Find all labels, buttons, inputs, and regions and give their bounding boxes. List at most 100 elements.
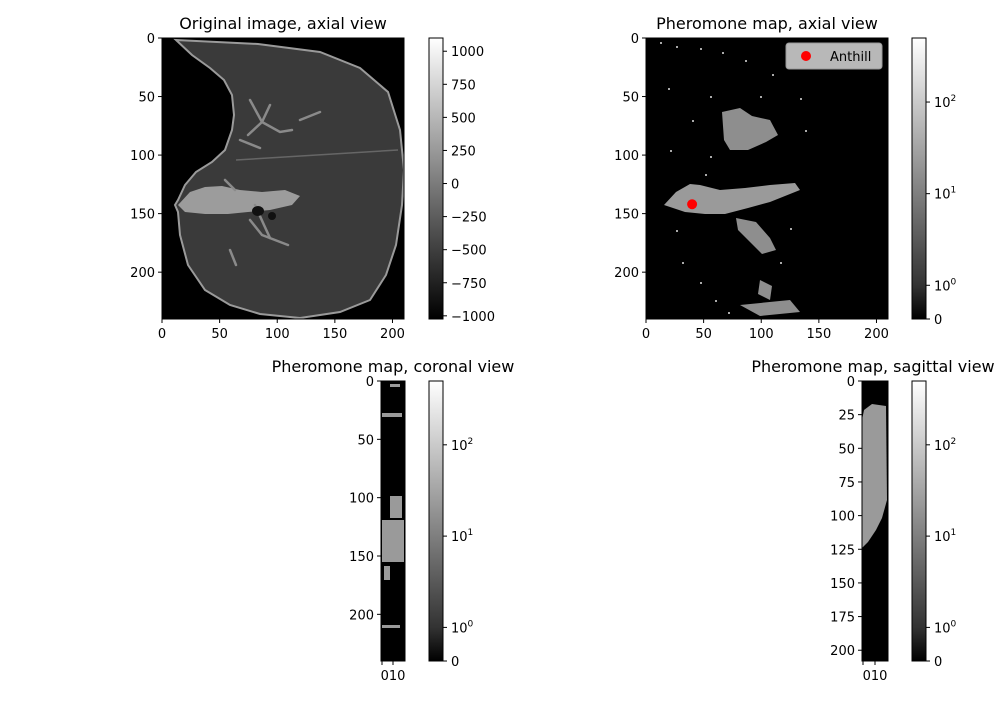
x-tick-label: 010 <box>381 669 406 684</box>
panel-title: Pheromone map, sagittal view <box>751 357 994 376</box>
colorbar-tick-label: −750 <box>451 277 487 292</box>
pheromone-clusters <box>722 108 800 316</box>
pheromone-cluster <box>390 496 402 518</box>
pheromone-cluster <box>390 384 400 387</box>
pheromone-image <box>382 384 404 628</box>
pheromone-image <box>660 42 807 316</box>
colorbar: 1000 750 500 250 0 −250 −500 −750 −1000 <box>428 37 495 325</box>
axes: 0 50 100 150 200 0 50 100 150 200 <box>614 32 889 342</box>
x-tick-label: 150 <box>806 327 831 342</box>
colorbar-tick-label: 0 <box>934 655 942 670</box>
y-tick-label: 50 <box>138 91 155 106</box>
colorbar-tick-label: 0 <box>451 655 459 670</box>
colorbar-ticks: 1000 750 500 250 0 −250 −500 −750 −1000 <box>443 45 495 325</box>
mediastinum-region <box>178 186 300 214</box>
y-tick-label: 0 <box>631 32 639 47</box>
plot-frame <box>161 37 405 320</box>
anthill-point <box>687 199 698 210</box>
colorbar-tick-label: 1000 <box>451 45 484 60</box>
colorbar-tick-label: 101 <box>934 186 956 203</box>
panel-title: Original image, axial view <box>179 14 387 33</box>
lung-slice <box>173 38 404 319</box>
pheromone-image <box>862 404 887 548</box>
panel-title: Pheromone map, coronal view <box>272 357 515 376</box>
y-tick-label: 200 <box>130 266 155 281</box>
colorbar-gradient <box>911 37 927 320</box>
colorbar-tick-label: 250 <box>451 144 476 159</box>
colorbar-gradient <box>911 380 927 662</box>
panel-pheromone-sagittal: Pheromone map, sagittal view 02550751001… <box>751 357 994 684</box>
colorbar-tick-label: 100 <box>934 619 957 636</box>
y-tick-label: 100 <box>349 492 374 507</box>
y-tick-label: 200 <box>614 266 639 281</box>
x-tick-label: 0 <box>158 327 166 342</box>
colorbar-gradient <box>428 380 444 662</box>
colorbar-ticks: 102 101 100 0 <box>926 94 957 328</box>
y-tick-label: 0 <box>147 32 155 47</box>
pheromone-cluster <box>382 520 404 562</box>
colorbar-tick-label: −500 <box>451 244 487 259</box>
colorbar-gradient <box>428 37 444 320</box>
panel-original-axial: Original image, axial view 0 <box>130 14 495 342</box>
y-tick-label: 50 <box>357 433 374 448</box>
ct-image <box>173 38 404 319</box>
anthill-marker <box>687 199 698 210</box>
x-tick-label: 200 <box>380 327 405 342</box>
colorbar-tick-label: 102 <box>934 94 956 111</box>
colorbar: 102 101 100 0 <box>911 380 957 670</box>
fissure <box>235 149 399 161</box>
colorbar-tick-label: 102 <box>934 437 956 454</box>
y-tick-label: 75 <box>838 476 855 491</box>
colorbar: 102 101 100 0 <box>911 37 957 328</box>
colorbar-tick-label: 101 <box>451 528 473 545</box>
x-tick-label: 50 <box>695 327 712 342</box>
legend: Anthill <box>785 42 883 70</box>
x-tick-label: 100 <box>749 327 774 342</box>
colorbar-tick-label: 500 <box>451 111 476 126</box>
panel-title: Pheromone map, axial view <box>656 14 878 33</box>
y-tick-label: 100 <box>614 149 639 164</box>
airways <box>252 206 276 220</box>
colorbar-tick-label: 100 <box>934 277 957 294</box>
colorbar-tick-label: 0 <box>451 178 459 193</box>
y-tick-label: 100 <box>130 149 155 164</box>
y-tick-label: 150 <box>349 550 374 565</box>
y-tick-label: 150 <box>130 208 155 223</box>
pheromone-cluster <box>382 413 402 417</box>
colorbar-tick-label: 101 <box>934 528 956 545</box>
axes: 0 50 100 150 200 0 50 100 150 200 <box>130 32 405 342</box>
legend-label: Anthill <box>830 50 871 65</box>
y-tick-label: 50 <box>622 91 639 106</box>
legend-marker <box>801 51 811 61</box>
panel-pheromone-axial: Pheromone map, axial view <box>614 14 956 342</box>
y-tick-label: 200 <box>349 608 374 623</box>
y-tick-label: 125 <box>830 543 855 558</box>
legend-box <box>785 42 883 70</box>
pheromone-cluster <box>382 625 400 628</box>
pheromone-cluster <box>384 566 390 580</box>
axes: 0 50 100 150 200 010 <box>349 375 405 684</box>
y-tick-label: 200 <box>830 644 855 659</box>
image-area <box>646 38 888 319</box>
plot-frame <box>645 37 889 320</box>
colorbar-tick-label: −250 <box>451 211 487 226</box>
pheromone-speckle <box>660 42 807 314</box>
y-tick-label: 25 <box>838 409 855 424</box>
x-tick-label: 150 <box>322 327 347 342</box>
y-tick-label: 100 <box>830 510 855 525</box>
colorbar: 102 101 100 0 <box>428 380 474 670</box>
y-tick-label: 50 <box>838 442 855 457</box>
y-tick-label: 0 <box>366 375 374 390</box>
y-tick-label: 0 <box>847 375 855 390</box>
colorbar-tick-label: 100 <box>451 619 474 636</box>
x-tick-label: 0 <box>642 327 650 342</box>
pheromone-cluster <box>862 404 887 548</box>
pheromone-mediastinum <box>664 183 800 214</box>
colorbar-tick-label: 750 <box>451 78 476 93</box>
x-tick-label: 010 <box>863 669 888 684</box>
colorbar-ticks: 102 101 100 0 <box>443 437 474 670</box>
colorbar-tick-label: 102 <box>451 437 473 454</box>
y-tick-label: 175 <box>830 611 855 626</box>
panel-pheromone-coronal: Pheromone map, coronal view 0 50 100 150 200… <box>272 357 515 684</box>
